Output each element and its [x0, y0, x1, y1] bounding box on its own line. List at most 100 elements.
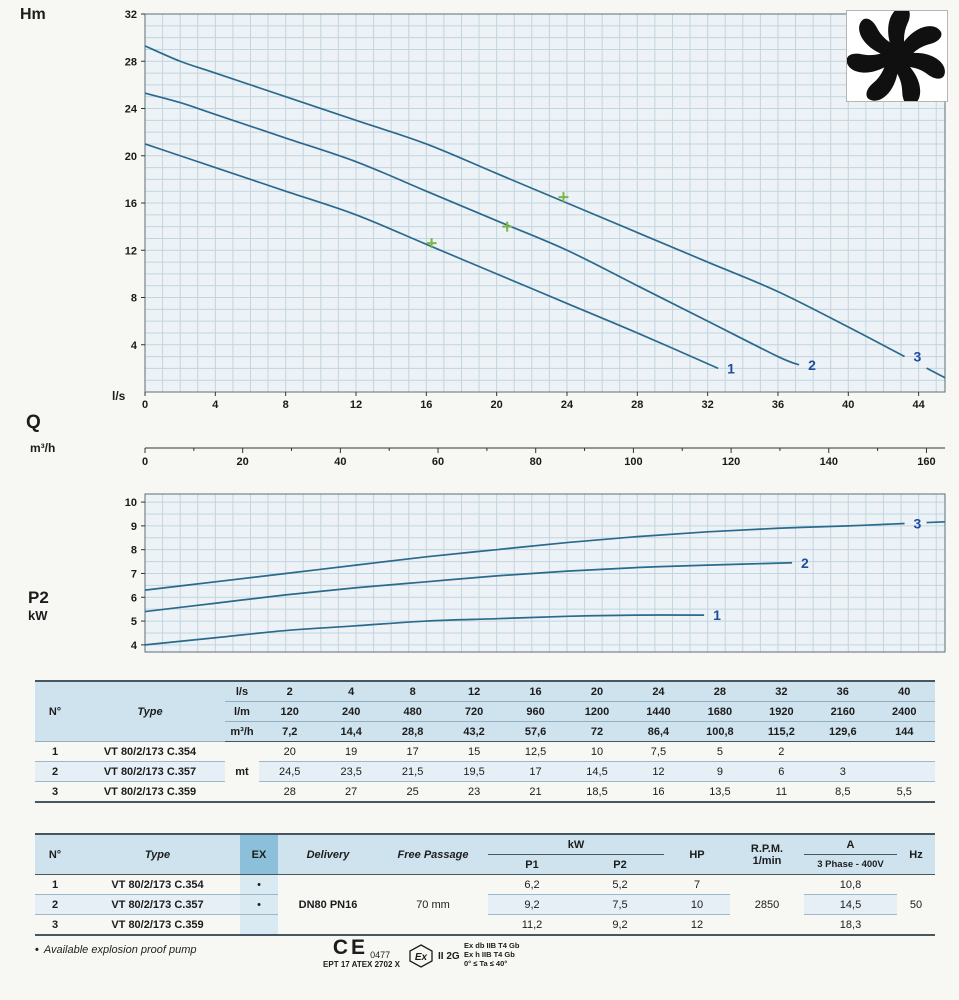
ex-ratings: Ex db IIB T4 Gb Ex h IIB T4 Gb 0° ≤ Ta ≤… — [464, 941, 519, 968]
flow-ls-value: 36 — [812, 681, 874, 702]
hp-value: 12 — [690, 918, 704, 931]
atex-ex-mark: Ex II 2G — [408, 944, 460, 968]
p1-value: 9,2 — [488, 894, 576, 915]
svg-text:12: 12 — [125, 245, 137, 257]
head-value: 23,5 — [320, 761, 382, 782]
flow-lm-value: 120 — [259, 701, 321, 722]
svg-text:8: 8 — [131, 545, 137, 557]
ex-rating-line: Ex db IIB T4 Gb — [464, 941, 520, 950]
head-value — [873, 761, 935, 782]
head-value: 19,5 — [443, 761, 505, 782]
svg-text:28: 28 — [125, 56, 137, 68]
head-value: 13,5 — [709, 785, 731, 798]
flow-ls-value: 4 — [320, 681, 382, 702]
col-header-amps: A — [804, 834, 897, 855]
svg-text:20: 20 — [237, 456, 249, 468]
head-value: 19 — [320, 741, 382, 762]
head-value: 12,5 — [504, 741, 567, 762]
svg-text:40: 40 — [842, 399, 854, 411]
col-header-rpm: R.P.M. 1/min — [730, 834, 804, 875]
svg-text:16: 16 — [420, 399, 432, 411]
atex-certificate: EPT 17 ATEX 2702 X — [323, 960, 400, 970]
curve-3 — [144, 45, 905, 358]
y-axis-label-p2: P2 — [28, 588, 49, 607]
head-value: 5 — [689, 741, 751, 762]
head-value: 8,5 — [835, 785, 851, 798]
flow-lm-value: 1200 — [566, 701, 628, 722]
curve-2 — [144, 561, 793, 613]
head-value: 5,5 — [896, 785, 912, 798]
unit-lm: l/m — [225, 701, 259, 722]
col-header-delivery: Delivery — [278, 834, 378, 875]
unit-ls: l/s — [225, 681, 259, 702]
curve-1 — [144, 614, 705, 646]
svg-text:4: 4 — [131, 640, 138, 652]
svg-text:8: 8 — [283, 399, 289, 411]
p1-value: 11,2 — [521, 918, 543, 931]
table-row: 1 VT 80/2/173 C.354 • DN80 PN16 70 mm 6,2 5,2 7… — [35, 874, 935, 936]
flow-lm-value: 2160 — [812, 701, 874, 722]
flow-ls-value: 28 — [689, 681, 751, 702]
svg-text:4: 4 — [212, 399, 219, 411]
flow-lm-value: 1680 — [689, 701, 751, 722]
table-row: 3 VT 80/2/173 C.359 11,2 9,2 12 18,3 — [35, 914, 935, 935]
svg-text:40: 40 — [334, 456, 346, 468]
flow-m3h-value: 7,2 — [259, 721, 321, 742]
flow-ls-value: 2 — [259, 681, 321, 702]
col-header-type: Type — [75, 681, 225, 742]
flow-ls-value: 20 — [566, 681, 628, 702]
col-header-amps-sub: 3 Phase - 400V — [804, 854, 897, 875]
col-header-p1: P1 — [488, 854, 576, 875]
ex-available-dot — [240, 914, 278, 935]
free-passage-value: 70 mm — [378, 874, 488, 936]
head-value: 23 — [467, 785, 481, 798]
pump-type: VT 80/2/173 C.357 — [75, 894, 240, 915]
pump-type: VT 80/2/173 C.354 — [75, 874, 240, 895]
pump-number: 1 — [35, 741, 75, 762]
head-value — [812, 741, 874, 762]
flow-m3h-value: 43,2 — [443, 721, 505, 742]
flow-lm-value: 720 — [443, 701, 505, 722]
svg-text:160: 160 — [917, 456, 935, 468]
x-axis-label-q: Q — [26, 412, 41, 433]
amps-value: 14,5 — [804, 894, 897, 915]
col-header-ex: EX — [240, 834, 278, 875]
curve-label-1: 1 — [727, 360, 735, 376]
svg-text:20: 20 — [125, 151, 137, 163]
ex-hexagon-icon: Ex — [409, 944, 433, 968]
svg-text:24: 24 — [561, 399, 574, 411]
amps-value: 18,3 — [839, 918, 862, 931]
ce-number: 0477 — [370, 950, 391, 961]
pump-number: 3 — [51, 785, 59, 798]
pump-number: 1 — [35, 874, 75, 895]
impeller-image — [846, 7, 948, 106]
unit-mt: mt — [225, 741, 259, 803]
curve-label-3: 3 — [914, 516, 922, 532]
flow-ls-value: 24 — [627, 681, 690, 702]
flow-lm-value: 2400 — [873, 701, 935, 722]
amps-value: 10,8 — [804, 874, 897, 895]
ex-rating-line: Ex h IIB T4 Gb — [464, 950, 515, 959]
svg-text:44: 44 — [913, 399, 926, 411]
head-value: 27 — [345, 785, 358, 798]
head-value: 3 — [812, 761, 874, 782]
col-header-hz: Hz — [897, 834, 935, 875]
svg-text:20: 20 — [491, 399, 503, 411]
head-value — [873, 741, 935, 762]
y-axis-label-hm: Hm — [20, 6, 46, 23]
head-value: 18,5 — [586, 785, 608, 798]
flow-lm-value: 1920 — [750, 701, 813, 722]
col-header-n: N° — [35, 834, 75, 875]
ex-available-dot: • — [240, 894, 278, 915]
col-header-p2: P2 — [576, 854, 664, 875]
ce-mark-block: CE 0477 EPT 17 ATEX 2702 X — [314, 936, 409, 969]
head-value: 28 — [283, 785, 296, 798]
svg-text:24: 24 — [125, 104, 138, 116]
ex-equipment-class: II 2G — [438, 950, 460, 962]
flow-ls-value: 8 — [381, 681, 444, 702]
ex-rating-line: 0° ≤ Ta ≤ 40° — [464, 959, 508, 968]
svg-text:4: 4 — [131, 340, 138, 352]
svg-text:80: 80 — [530, 456, 542, 468]
